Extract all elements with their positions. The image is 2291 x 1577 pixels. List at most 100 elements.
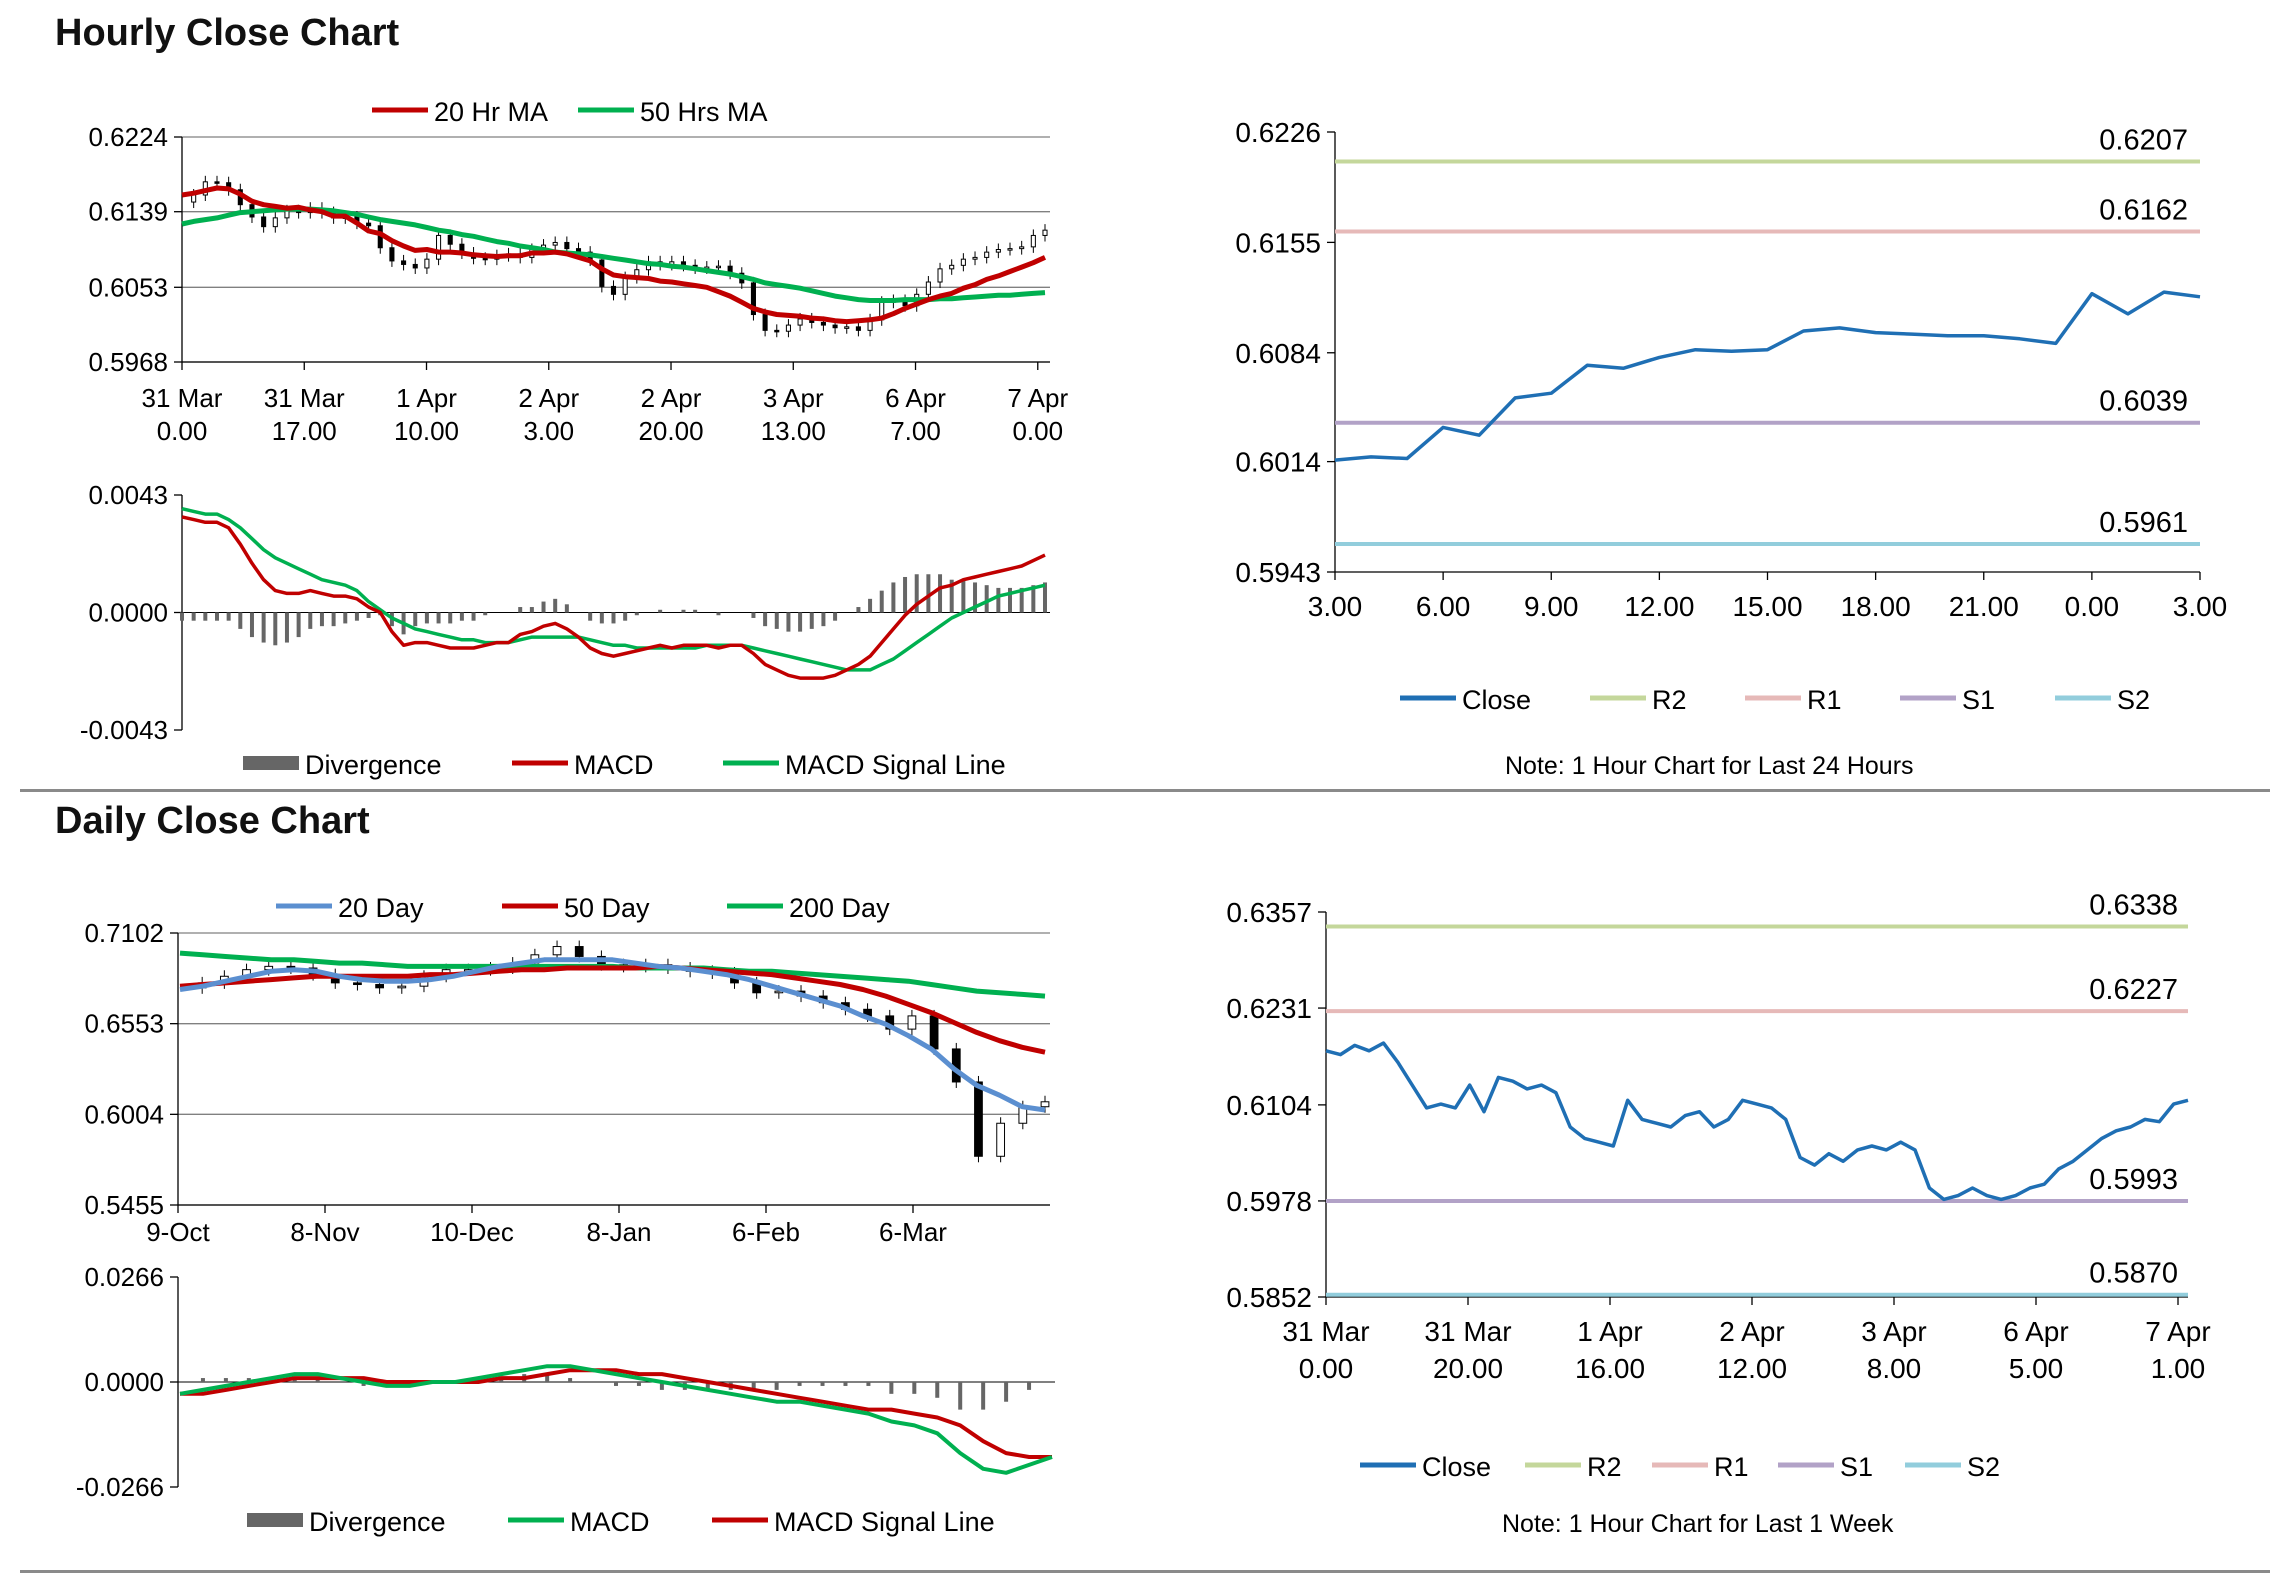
daily-levels-note: Note: 1 Hour Chart for Last 1 Week <box>1502 1510 1894 1538</box>
section-divider-top <box>20 789 2270 792</box>
y-tick-label: 0.6104 <box>1226 1090 1312 1121</box>
legend-50-day-label: 50 Day <box>564 893 650 923</box>
price-candle-body <box>937 268 943 283</box>
x-tick-label: 12.00 <box>1717 1353 1787 1384</box>
macd-signal-line <box>181 506 1046 672</box>
x-tick-label: 1 Apr <box>396 383 457 413</box>
y-tick-label: 0.7102 <box>84 918 164 948</box>
price-candle-body <box>907 1015 917 1030</box>
legend-r1-label: R1 <box>1714 1452 1749 1482</box>
x-tick-label: 3 Apr <box>1861 1316 1926 1347</box>
x-tick-label: 2 Apr <box>518 383 579 413</box>
legend-divergence-label: Divergence <box>305 750 442 780</box>
level-label-s1: 0.6039 <box>2099 386 2188 418</box>
x-tick-label: 3 Apr <box>763 383 824 413</box>
x-tick-label: 8-Jan <box>586 1217 651 1247</box>
price-candle-body <box>949 264 955 270</box>
y-tick-label: 0.6014 <box>1235 447 1321 478</box>
price-candle-body <box>214 181 220 184</box>
x-tick-label: 5.00 <box>2009 1353 2064 1384</box>
price-candle-body <box>1030 234 1036 248</box>
price-candle-body <box>984 251 990 258</box>
legend-macd-label: MACD <box>574 750 654 780</box>
price-candle-body <box>191 194 197 203</box>
x-tick-label: 0.00 <box>2065 591 2120 622</box>
price-candle-body <box>929 1015 939 1050</box>
price-candle-body <box>610 285 617 295</box>
price-candle-body <box>599 259 605 287</box>
macd-line <box>179 1364 1053 1475</box>
price-candle-body <box>366 222 372 227</box>
y-tick-label: 0.6053 <box>88 272 168 302</box>
y-tick-label: 0.0000 <box>84 1367 164 1397</box>
hourly-levels-note: Note: 1 Hour Chart for Last 24 Hours <box>1505 752 1914 780</box>
price-candle-body <box>353 982 362 986</box>
x-tick-label: 10.00 <box>394 416 459 446</box>
ma20-line <box>181 185 1047 325</box>
price-candle-body <box>389 247 395 262</box>
legend-macd-label: MACD <box>570 1507 650 1537</box>
price-candle-body <box>1007 248 1013 251</box>
price-candle-body <box>996 1122 1006 1157</box>
x-tick-label: 18.00 <box>1841 591 1911 622</box>
price-candle-body <box>375 984 384 989</box>
price-candle-body <box>844 326 850 329</box>
x-tick-label: 6-Feb <box>732 1217 800 1247</box>
hourly-section-title: Hourly Close Chart <box>55 12 400 54</box>
price-candle-body <box>715 265 722 269</box>
x-tick-label: 31 Mar <box>1282 1316 1369 1347</box>
x-tick-label: 3.00 <box>2173 591 2228 622</box>
price-candle-body <box>447 234 453 245</box>
x-tick-label: 2 Apr <box>641 383 702 413</box>
ma50-line <box>181 206 1046 303</box>
price-candle-body <box>397 985 407 989</box>
y-tick-label: 0.6231 <box>1226 993 1312 1024</box>
level-label-r1: 0.6227 <box>2089 974 2178 1006</box>
price-candle-body <box>855 326 861 331</box>
y-tick-label: 0.5852 <box>1226 1282 1312 1313</box>
x-tick-label: 12.00 <box>1624 591 1694 622</box>
y-tick-label: -0.0043 <box>80 715 168 745</box>
y-tick-label: 0.6084 <box>1235 338 1321 369</box>
price-candle-body <box>1042 229 1048 236</box>
y-tick-label: 0.0000 <box>88 598 168 628</box>
price-candle-body <box>797 318 803 326</box>
x-tick-label: 7.00 <box>890 416 941 446</box>
level-label-r2: 0.6207 <box>2099 125 2188 157</box>
legend-close-label: Close <box>1422 1452 1491 1482</box>
y-tick-label: 0.6224 <box>88 122 168 152</box>
x-tick-label: 0.00 <box>1012 416 1063 446</box>
price-candle-body <box>762 314 768 331</box>
price-candle-body <box>436 234 442 260</box>
legend-r1-label: R1 <box>1807 685 1842 715</box>
legend-divergence-label: Divergence <box>309 1507 446 1537</box>
legend-r2-label: R2 <box>1652 685 1687 715</box>
y-tick-label: 0.5943 <box>1235 557 1321 588</box>
price-candle-body <box>564 241 570 250</box>
y-tick-label: 0.6139 <box>88 197 168 227</box>
x-tick-label: 2 Apr <box>1719 1316 1784 1347</box>
x-tick-label: 21.00 <box>1949 591 2019 622</box>
legend-close-label: Close <box>1462 685 1531 715</box>
x-tick-label: 6.00 <box>1416 591 1471 622</box>
x-tick-label: 20.00 <box>638 416 703 446</box>
legend-divergence-swatch <box>243 756 299 770</box>
price-candle-body <box>482 257 488 261</box>
price-candle-body <box>1019 246 1025 250</box>
close-line <box>1325 1041 2189 1202</box>
price-candle-body <box>552 241 558 246</box>
x-tick-label: 3.00 <box>523 416 574 446</box>
level-label-s2: 0.5870 <box>2089 1258 2178 1290</box>
x-tick-label: 6-Mar <box>879 1217 947 1247</box>
y-tick-label: 0.6226 <box>1235 117 1321 148</box>
legend-20-day-label: 20 Day <box>338 893 424 923</box>
legend-s1-label: S1 <box>1840 1452 1873 1482</box>
level-label-r2: 0.6338 <box>2089 889 2178 921</box>
legend-macd-signal-label: MACD Signal Line <box>774 1507 995 1537</box>
price-candle-body <box>284 210 290 219</box>
y-tick-label: -0.0266 <box>76 1472 164 1502</box>
